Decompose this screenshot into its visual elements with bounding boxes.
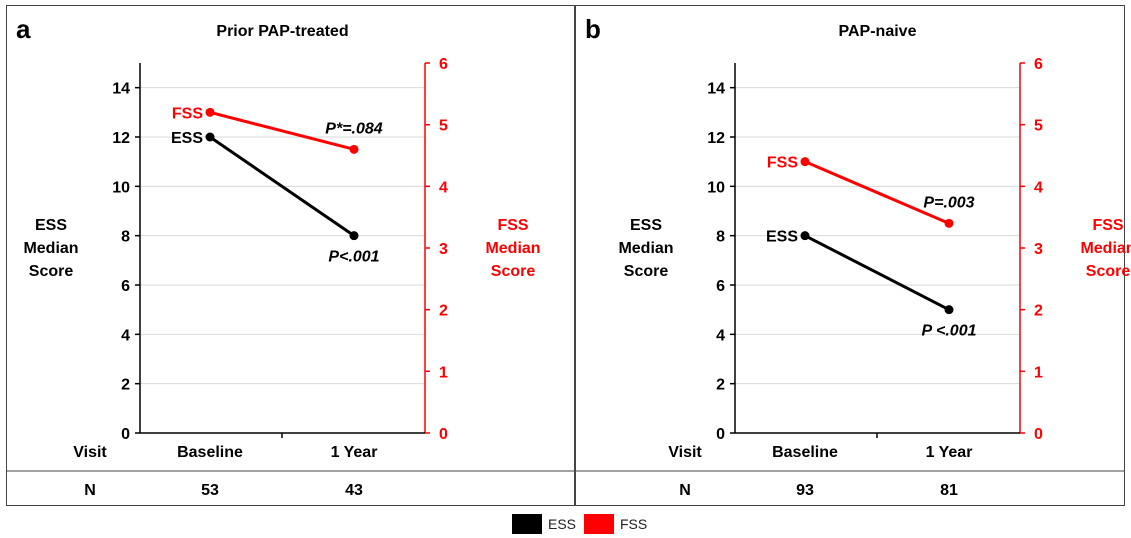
right-tick-label: 0 (1034, 426, 1043, 443)
data-point-fss (349, 144, 359, 154)
left-tick-label: 6 (716, 278, 725, 295)
left-axis-title: Score (624, 263, 669, 280)
data-point-ess (205, 132, 215, 142)
category-label: Baseline (177, 444, 243, 461)
left-tick-label: 6 (121, 278, 130, 295)
series-line-ess (804, 234, 950, 312)
right-tick-label: 1 (439, 364, 448, 381)
series-label-fss: FSS (172, 105, 203, 122)
left-tick-label: 10 (707, 179, 725, 196)
right-axis-title: FSS (1092, 217, 1123, 234)
data-point-ess (349, 231, 359, 241)
p-value-ess: P<.001 (328, 249, 379, 266)
left-tick-label: 4 (121, 327, 130, 344)
left-tick-label: 8 (716, 229, 725, 246)
right-tick-label: 0 (439, 426, 448, 443)
series-label-ess: ESS (171, 130, 203, 147)
data-point-fss (800, 157, 810, 167)
data-point-ess (800, 231, 810, 241)
left-tick-label: 14 (112, 81, 130, 98)
right-axis-title: Median (1080, 240, 1131, 257)
left-axis-title: Median (618, 240, 673, 257)
left-tick-label: 2 (716, 377, 725, 394)
row-label-visit: Visit (668, 444, 702, 461)
p-value-fss: P=.003 (923, 194, 974, 211)
legend-label-ess: ESS (548, 516, 577, 532)
right-axis-title: FSS (497, 217, 528, 234)
p-value-fss: P*=.084 (325, 120, 382, 137)
n-value: 81 (940, 482, 958, 499)
right-tick-label: 1 (1034, 364, 1043, 381)
panel-frame (575, 5, 1125, 506)
legend-label-fss: FSS (620, 516, 648, 532)
legend-item-fss: FSS (584, 514, 647, 534)
ess-swatch (512, 514, 542, 534)
right-tick-label: 2 (1034, 303, 1043, 320)
series-line-fss (804, 160, 950, 225)
data-point-fss (944, 218, 954, 228)
n-value: 53 (201, 482, 219, 499)
right-axis-title: Score (491, 263, 536, 280)
p-value-ess: P <.001 (921, 323, 976, 340)
right-axis-title: Median (485, 240, 540, 257)
left-tick-label: 4 (716, 327, 725, 344)
left-axis-title: Score (29, 263, 74, 280)
right-tick-label: 6 (1034, 56, 1043, 73)
left-tick-label: 14 (707, 81, 725, 98)
panel-letter: a (16, 14, 31, 44)
row-label-visit: Visit (73, 444, 107, 461)
panel-a: a Prior PAP-treated024681012140123456ESSM… (6, 5, 575, 506)
row-label-n: N (679, 482, 691, 499)
right-tick-label: 3 (439, 241, 448, 258)
panel-title: Prior PAP-treated (216, 23, 348, 40)
series-label-ess: ESS (766, 229, 798, 246)
left-tick-label: 12 (707, 130, 725, 147)
series-line-ess (209, 135, 355, 237)
legend: ESS FSS (0, 514, 1131, 536)
category-label: Baseline (772, 444, 838, 461)
figure: a Prior PAP-treated024681012140123456ESSM… (6, 5, 1131, 506)
n-value: 43 (345, 482, 363, 499)
category-label: 1 Year (926, 444, 973, 461)
right-tick-label: 4 (439, 179, 448, 196)
category-label: 1 Year (331, 444, 378, 461)
right-tick-label: 5 (439, 118, 448, 135)
panel-letter: b (585, 14, 601, 44)
left-tick-label: 0 (121, 426, 130, 443)
series-line-fss (209, 110, 355, 151)
right-tick-label: 3 (1034, 241, 1043, 258)
row-label-n: N (84, 482, 96, 499)
data-point-ess (944, 305, 954, 315)
series-label-fss: FSS (767, 155, 798, 172)
panel-frame (6, 5, 575, 506)
fss-swatch (584, 514, 614, 534)
right-axis-title: Score (1086, 263, 1131, 280)
left-axis-title: Median (23, 240, 78, 257)
left-axis-title: ESS (630, 217, 662, 234)
panel-title: PAP-naive (839, 23, 917, 40)
n-value: 93 (796, 482, 814, 499)
left-tick-label: 8 (121, 229, 130, 246)
panel-b: b PAP-naive024681012140123456ESSMedianSco… (575, 5, 1131, 506)
left-tick-label: 10 (112, 179, 130, 196)
right-tick-label: 6 (439, 56, 448, 73)
right-tick-label: 5 (1034, 118, 1043, 135)
left-axis-title: ESS (35, 217, 67, 234)
left-tick-label: 12 (112, 130, 130, 147)
left-tick-label: 2 (121, 377, 130, 394)
left-tick-label: 0 (716, 426, 725, 443)
right-tick-label: 2 (439, 303, 448, 320)
legend-item-ess: ESS (512, 514, 576, 534)
right-tick-label: 4 (1034, 179, 1043, 196)
data-point-fss (205, 107, 215, 117)
